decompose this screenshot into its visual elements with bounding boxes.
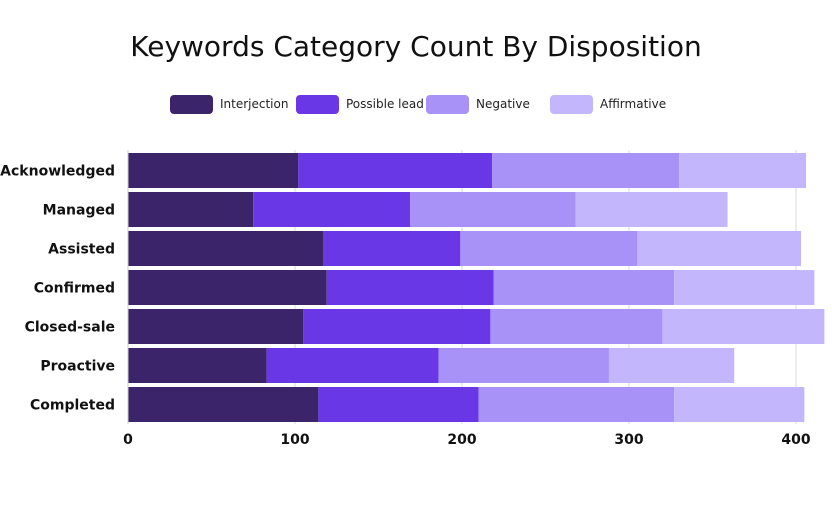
legend-item: Affirmative <box>550 94 666 114</box>
bar-segment <box>326 270 494 305</box>
chart-title: Keywords Category Count By Disposition <box>130 30 702 63</box>
bar-segment <box>490 309 663 344</box>
x-tick-label: 0 <box>123 432 133 448</box>
legend-swatch <box>170 94 213 114</box>
bar-segment <box>266 348 439 383</box>
bar-segment <box>438 348 609 383</box>
bar-segment <box>674 270 815 305</box>
bar-segment <box>318 387 479 422</box>
bars <box>128 153 825 422</box>
legend-swatch <box>296 94 339 114</box>
bar-segment <box>253 192 411 227</box>
legend-item: Negative <box>426 94 530 114</box>
x-tick-label: 200 <box>447 432 476 448</box>
bar-segment <box>679 153 807 188</box>
bar-segment <box>478 387 675 422</box>
legend-label: Negative <box>476 97 530 111</box>
y-axis-labels: Acknowledged Managed Assisted Confirmed Clos… <box>0 164 115 414</box>
bar-segment <box>492 153 680 188</box>
category-label: Assisted <box>48 242 115 258</box>
legend-item: Interjection <box>170 94 288 114</box>
bar-segment <box>493 270 675 305</box>
bar-segment <box>128 387 319 422</box>
bar-segment <box>460 231 638 266</box>
x-tick-label: 100 <box>280 432 309 448</box>
bar-segment <box>128 270 327 305</box>
legend-label: Interjection <box>220 97 289 111</box>
x-tick-label: 400 <box>781 432 810 448</box>
bar-segment <box>128 348 267 383</box>
bar-segment <box>674 387 805 422</box>
category-label: Closed-sale <box>25 320 115 336</box>
category-label: Proactive <box>40 359 115 375</box>
category-label: Completed <box>30 398 115 414</box>
legend-swatch <box>426 94 469 114</box>
bar-segment <box>662 309 825 344</box>
bar-segment <box>410 192 576 227</box>
legend-label: Possible lead <box>346 97 424 111</box>
legend-label: Affirmative <box>600 97 667 111</box>
bar-segment <box>128 192 254 227</box>
legend-swatch <box>550 94 593 114</box>
x-tick-label: 300 <box>614 432 643 448</box>
bar-segment <box>575 192 728 227</box>
category-label: Confirmed <box>34 281 115 297</box>
bar-segment <box>128 153 299 188</box>
bar-segment <box>128 309 304 344</box>
category-label: Managed <box>43 203 115 219</box>
bar-segment <box>323 231 461 266</box>
bar-segment <box>303 309 491 344</box>
x-axis-labels: 0 100 200 300 400 <box>123 432 811 448</box>
bar-segment <box>608 348 735 383</box>
category-label: Acknowledged <box>0 164 115 180</box>
bar-segment <box>128 231 324 266</box>
bar-segment <box>298 153 493 188</box>
bar-segment <box>637 231 802 266</box>
legend-item: Possible lead <box>296 94 424 114</box>
